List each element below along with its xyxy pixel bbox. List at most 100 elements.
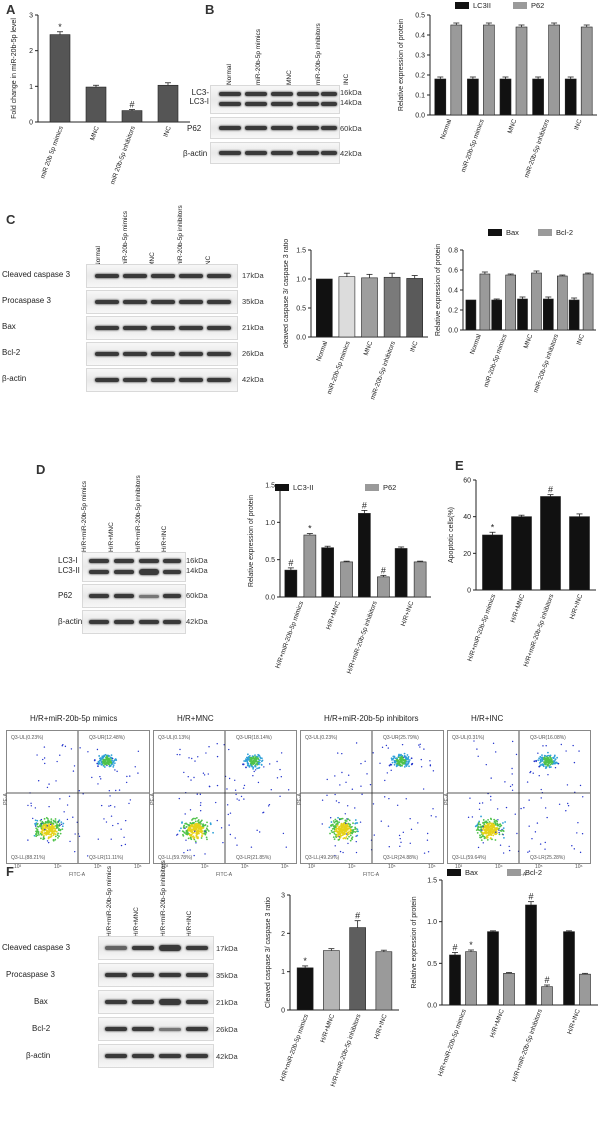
blot-b-lane-5: INC bbox=[343, 73, 350, 85]
chart-c2-ytick-label: 0.8 bbox=[448, 248, 458, 255]
flow-event bbox=[420, 766, 423, 768]
flow-event bbox=[246, 753, 249, 756]
flow-event bbox=[336, 824, 339, 827]
flow-event bbox=[337, 839, 340, 841]
chart-f1-bar bbox=[323, 950, 340, 1011]
chart-f2-significance: * bbox=[469, 940, 473, 950]
flow-event bbox=[200, 823, 202, 825]
flow-event bbox=[258, 766, 261, 769]
flow-plot: Q3-UL(0.23%) Q3-UR(25.79%) Q3-LL(49.29%) Q3… bbox=[300, 730, 444, 864]
flow-event bbox=[497, 819, 499, 821]
flow-event bbox=[528, 799, 530, 801]
flow-event bbox=[544, 755, 547, 757]
flow-event bbox=[96, 748, 99, 751]
blot-f-row-1 bbox=[98, 936, 214, 960]
flow-event bbox=[187, 837, 190, 840]
blot-b-label-p62: P62 bbox=[187, 124, 202, 133]
flow-event bbox=[256, 829, 258, 832]
flow-event bbox=[348, 835, 350, 838]
flow-event bbox=[581, 833, 584, 835]
flow-event bbox=[501, 828, 503, 831]
flow-quadrant-ll: Q3-LL(88.21%) bbox=[11, 855, 46, 861]
flow-event bbox=[35, 827, 38, 830]
flow-event bbox=[496, 822, 499, 825]
flow-event bbox=[228, 824, 230, 826]
chart-e-category-label: H/R+INC bbox=[569, 593, 585, 620]
flow-event bbox=[502, 830, 505, 832]
flow-quadrant-ll: Q3-LL(59.78%) bbox=[158, 855, 193, 861]
flow-event bbox=[345, 836, 348, 838]
flow-event bbox=[488, 826, 491, 829]
chart-a-ytick-label: 3 bbox=[29, 13, 33, 20]
flow-event bbox=[393, 756, 396, 759]
flow-event bbox=[339, 830, 342, 833]
blot-d-row-lc3 bbox=[82, 552, 186, 582]
flow-event bbox=[46, 832, 49, 835]
flow-event bbox=[490, 795, 492, 798]
flow-event bbox=[419, 743, 421, 745]
flow-event bbox=[51, 830, 54, 833]
flow-event bbox=[63, 811, 65, 813]
flow-event bbox=[346, 831, 349, 834]
flow-event bbox=[112, 765, 115, 768]
flow-event bbox=[545, 766, 548, 769]
flow-event bbox=[401, 762, 404, 765]
flow-event bbox=[43, 757, 46, 759]
blot-c-row-5 bbox=[86, 368, 238, 392]
flow-event bbox=[185, 826, 188, 828]
flow-event bbox=[384, 779, 386, 782]
flow-event bbox=[349, 832, 351, 835]
flow-event bbox=[185, 831, 188, 833]
flow-x-axis-label: FITC-A bbox=[216, 872, 233, 878]
flow-event bbox=[355, 742, 358, 744]
flow-event bbox=[403, 762, 405, 765]
flow-event bbox=[344, 813, 346, 815]
flow-event bbox=[186, 833, 189, 836]
flow-event bbox=[249, 756, 252, 759]
flow-event bbox=[107, 761, 110, 764]
chart-a-category-label: INC bbox=[162, 125, 173, 138]
blot-c: Normal miR-20b-5p mimics MNC miR-20b-5p … bbox=[0, 200, 285, 425]
flow-event bbox=[338, 821, 341, 824]
flow-event bbox=[59, 754, 61, 756]
flow-event bbox=[243, 784, 246, 787]
flow-event bbox=[50, 820, 53, 823]
flow-event bbox=[341, 830, 344, 833]
flow-event bbox=[236, 844, 238, 846]
flow-event bbox=[360, 785, 362, 787]
flow-event bbox=[435, 816, 437, 818]
blot-d-lane-2: H/R+MNC bbox=[108, 522, 115, 552]
flow-event bbox=[335, 836, 338, 839]
blot-f: H/R+miR-20b-5p mimics H/R+MNC H/R+miR-20… bbox=[0, 850, 260, 1075]
flow-event bbox=[480, 826, 483, 829]
chart-b-legend-swatch bbox=[455, 2, 469, 9]
blot-b-label-lc3: LC3- LC3-I bbox=[189, 88, 209, 106]
blot-c-label-5: β-actin bbox=[2, 374, 27, 383]
chart-b-category-label: miR-20b-5p inhibitors bbox=[523, 118, 551, 179]
flow-event bbox=[72, 816, 74, 818]
flow-event bbox=[195, 832, 198, 835]
flow-event bbox=[52, 822, 54, 825]
flow-event bbox=[37, 826, 40, 828]
flow-event bbox=[116, 770, 118, 773]
flow-event bbox=[42, 822, 44, 825]
flow-event bbox=[334, 825, 336, 827]
flow-event bbox=[46, 840, 49, 842]
flow-event bbox=[494, 827, 497, 830]
chart-c2-category-label: miR-20b-5p inhibitors bbox=[532, 333, 560, 394]
flow-event bbox=[54, 833, 57, 836]
flow-event bbox=[577, 822, 579, 824]
chart-b-ytick-label: 0.3 bbox=[415, 53, 425, 60]
chart-c2-category-label: MNC bbox=[523, 333, 535, 350]
flow-event bbox=[565, 750, 567, 752]
flow-event bbox=[60, 821, 63, 824]
chart-d-significance: # bbox=[288, 558, 293, 568]
chart-f2-bar bbox=[465, 951, 477, 1006]
flow-event bbox=[538, 775, 540, 777]
flow-event bbox=[541, 754, 543, 757]
flow-event bbox=[216, 819, 218, 822]
flow-event bbox=[332, 836, 335, 839]
flow-event bbox=[34, 824, 37, 826]
flow-event bbox=[497, 824, 499, 827]
chart-d-category-label: H/R+INC bbox=[400, 600, 416, 627]
